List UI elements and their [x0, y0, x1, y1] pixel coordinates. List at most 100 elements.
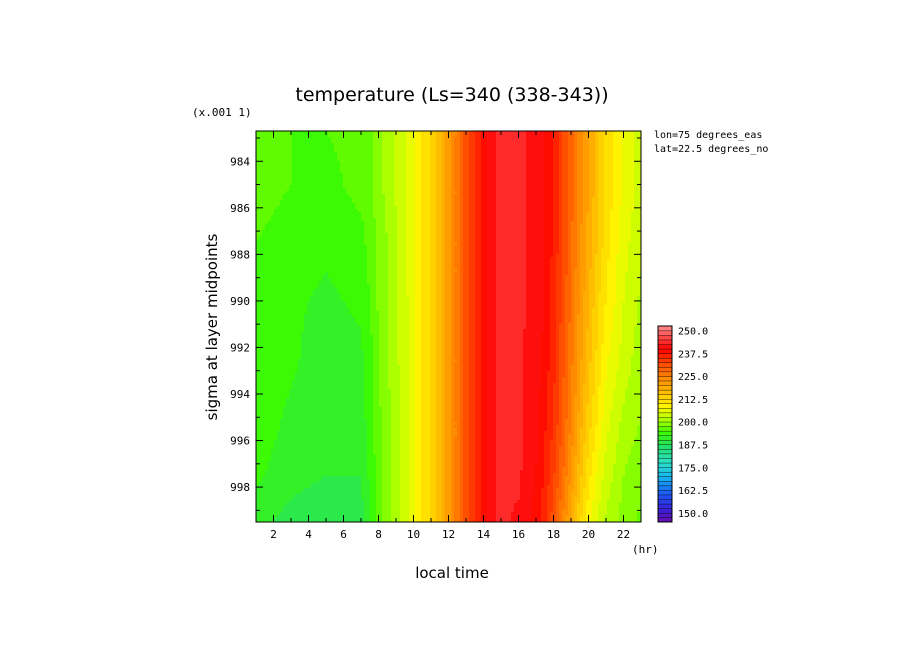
heatmap-cell [337, 173, 341, 177]
heatmap-cell [385, 230, 389, 234]
heatmap-cell [280, 236, 284, 240]
heatmap-cell [268, 242, 272, 246]
heatmap-cell [388, 158, 392, 162]
heatmap-cell [379, 245, 383, 249]
heatmap-cell [316, 182, 320, 186]
heatmap-cell [544, 176, 548, 180]
heatmap-cell [292, 167, 296, 171]
heatmap-cell [490, 179, 494, 183]
heatmap-cell [538, 131, 542, 135]
heatmap-cell [637, 167, 641, 171]
heatmap-cell [454, 242, 458, 246]
heatmap-cell [514, 143, 518, 147]
heatmap-cell [406, 131, 410, 135]
heatmap-cell [571, 131, 575, 135]
heatmap-cell [607, 221, 611, 225]
heatmap-cell [307, 197, 311, 201]
heatmap-cell [598, 140, 602, 144]
heatmap-cell [310, 182, 314, 186]
heatmap-cell [265, 137, 269, 141]
heatmap-cell [427, 167, 431, 171]
heatmap-cell [439, 140, 443, 144]
heatmap-cell [499, 143, 503, 147]
heatmap-cell [625, 212, 629, 216]
heatmap-cell [628, 137, 632, 141]
heatmap-cell [535, 149, 539, 153]
heatmap-cell [415, 173, 419, 177]
heatmap-cell [472, 140, 476, 144]
heatmap-cell [391, 212, 395, 216]
heatmap-cell [316, 212, 320, 216]
heatmap-cell [310, 155, 314, 159]
heatmap-cell [625, 158, 629, 162]
heatmap-cell [394, 170, 398, 174]
heatmap-cell [337, 167, 341, 171]
heatmap-cell [355, 170, 359, 174]
heatmap-cell [352, 197, 356, 201]
heatmap-cell [490, 152, 494, 156]
heatmap-cell [394, 143, 398, 147]
heatmap-cell [280, 239, 284, 243]
heatmap-cell [517, 140, 521, 144]
heatmap-cell [379, 134, 383, 138]
heatmap-cell [589, 212, 593, 216]
heatmap-cell [451, 176, 455, 180]
heatmap-cell [256, 185, 260, 189]
heatmap-cell [394, 185, 398, 189]
heatmap-cell [544, 227, 548, 231]
heatmap-cell [541, 185, 545, 189]
heatmap-cell [262, 224, 266, 228]
heatmap-cell [517, 242, 521, 246]
heatmap-cell [556, 140, 560, 144]
heatmap-cell [505, 203, 509, 207]
heatmap-cell [355, 242, 359, 246]
heatmap-cell [463, 131, 467, 135]
heatmap-cell [466, 236, 470, 240]
heatmap-cell [511, 140, 515, 144]
heatmap-cell [412, 203, 416, 207]
heatmap-cell [535, 233, 539, 237]
heatmap-cell [424, 161, 428, 165]
heatmap-cell [469, 143, 473, 147]
heatmap-cell [388, 188, 392, 192]
heatmap-cell [523, 233, 527, 237]
heatmap-cell [364, 182, 368, 186]
heatmap-cell [460, 242, 464, 246]
heatmap-cell [496, 146, 500, 150]
heatmap-cell [343, 227, 347, 231]
heatmap-cell [469, 197, 473, 201]
heatmap-cell [571, 164, 575, 168]
heatmap-cell [346, 170, 350, 174]
heatmap-cell [571, 209, 575, 213]
heatmap-cell [526, 131, 530, 135]
heatmap-cell [568, 236, 572, 240]
heatmap-cell [454, 227, 458, 231]
heatmap-cell [337, 155, 341, 159]
heatmap-cell [298, 146, 302, 150]
heatmap-cell [613, 137, 617, 141]
heatmap-cell [280, 221, 284, 225]
heatmap-cell [532, 227, 536, 231]
heatmap-cell [403, 149, 407, 153]
heatmap-cell [514, 212, 518, 216]
heatmap-cell [547, 221, 551, 225]
heatmap-cell [508, 233, 512, 237]
heatmap-cell [628, 131, 632, 135]
heatmap-cell [484, 215, 488, 219]
heatmap-cell [586, 167, 590, 171]
heatmap-cell [532, 245, 536, 249]
heatmap-cell [268, 161, 272, 165]
heatmap-cell [265, 233, 269, 237]
heatmap-cell [274, 215, 278, 219]
heatmap-cell [373, 131, 377, 135]
heatmap-cell [619, 188, 623, 192]
heatmap-cell [316, 167, 320, 171]
heatmap-cell [496, 203, 500, 207]
heatmap-cell [478, 137, 482, 141]
heatmap-cell [583, 134, 587, 138]
heatmap-cell [493, 206, 497, 210]
heatmap-cell [331, 143, 335, 147]
heatmap-cell [322, 161, 326, 165]
heatmap-cell [616, 152, 620, 156]
heatmap-cell [370, 155, 374, 159]
